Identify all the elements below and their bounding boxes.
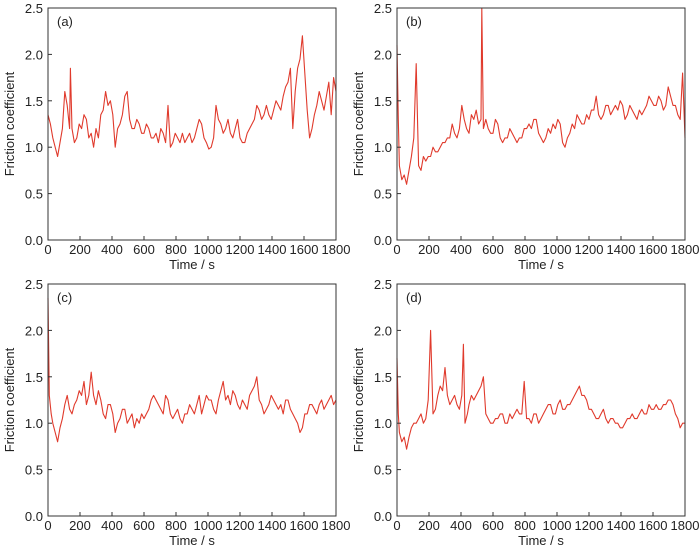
y-axis-title: Friction coefficient bbox=[2, 71, 17, 176]
x-tick-label: 400 bbox=[450, 242, 472, 257]
x-tick-label: 1800 bbox=[671, 518, 700, 533]
y-tick-label: 2.0 bbox=[374, 323, 392, 338]
x-tick-label: 1400 bbox=[258, 518, 287, 533]
x-tick-label: 1600 bbox=[639, 518, 668, 533]
x-tick-label: 200 bbox=[418, 518, 440, 533]
y-tick-label: 2.5 bbox=[374, 1, 392, 16]
x-tick-label: 1200 bbox=[575, 518, 604, 533]
y-tick-label: 1.5 bbox=[25, 94, 43, 109]
y-tick-label: 0.0 bbox=[374, 233, 392, 248]
x-tick-label: 400 bbox=[101, 242, 123, 257]
x-axis-title: Time / s bbox=[518, 257, 564, 272]
plot-frame bbox=[47, 7, 337, 241]
y-tick-label: 2.5 bbox=[374, 277, 392, 292]
x-tick-label: 1200 bbox=[226, 242, 255, 257]
series-line bbox=[396, 7, 686, 185]
x-tick-label: 1600 bbox=[639, 242, 668, 257]
x-tick-label: 1200 bbox=[575, 242, 604, 257]
x-tick-label: 1400 bbox=[607, 242, 636, 257]
y-tick-label: 1.5 bbox=[25, 370, 43, 385]
y-tick-label: 0.5 bbox=[25, 187, 43, 202]
series-line bbox=[47, 35, 337, 158]
panel-label: (b) bbox=[406, 14, 422, 29]
x-tick-label: 1000 bbox=[543, 242, 572, 257]
x-tick-label: 0 bbox=[44, 242, 51, 257]
y-tick-label: 0.5 bbox=[374, 187, 392, 202]
panel-label: (a) bbox=[57, 14, 73, 29]
x-tick-label: 200 bbox=[418, 242, 440, 257]
x-tick-label: 600 bbox=[482, 242, 504, 257]
x-tick-label: 200 bbox=[69, 518, 91, 533]
panel-b: 0 200 400 600 800 1000 1200 1400 1600 1800 0.0 0.5 1… bbox=[351, 1, 699, 272]
y-axis-title: Friction coefficient bbox=[351, 71, 366, 176]
y-tick-label: 0.0 bbox=[374, 509, 392, 524]
y-tick-label: 2.0 bbox=[25, 323, 43, 338]
x-tick-label: 1200 bbox=[226, 518, 255, 533]
x-tick-label: 800 bbox=[165, 242, 187, 257]
panel-c: 0 200 400 600 800 1000 1200 1400 1600 1800 0.0 0.5 1… bbox=[2, 277, 350, 548]
x-tick-label: 200 bbox=[69, 242, 91, 257]
x-tick-label: 600 bbox=[133, 518, 155, 533]
y-axis-title: Friction coefficient bbox=[351, 347, 366, 452]
y-tick-label: 1.0 bbox=[374, 416, 392, 431]
y-tick-label: 1.5 bbox=[374, 94, 392, 109]
x-axis-title: Time / s bbox=[518, 533, 564, 548]
x-tick-label: 0 bbox=[44, 518, 51, 533]
panel-d: 0 200 400 600 800 1000 1200 1400 1600 1800 0.0 0.5 1… bbox=[351, 277, 699, 548]
y-tick-label: 2.5 bbox=[25, 1, 43, 16]
y-tick-label: 1.0 bbox=[25, 140, 43, 155]
x-tick-label: 1400 bbox=[607, 518, 636, 533]
y-tick-label: 1.5 bbox=[374, 370, 392, 385]
x-axis-title: Time / s bbox=[169, 533, 215, 548]
x-tick-label: 400 bbox=[101, 518, 123, 533]
plot-frame bbox=[47, 283, 337, 517]
y-tick-label: 1.0 bbox=[374, 140, 392, 155]
series-line bbox=[396, 329, 685, 450]
panel-label: (d) bbox=[406, 290, 422, 305]
x-tick-label: 1000 bbox=[543, 518, 572, 533]
x-tick-label: 1000 bbox=[194, 242, 223, 257]
x-tick-label: 1600 bbox=[290, 518, 319, 533]
y-axis-title: Friction coefficient bbox=[2, 347, 17, 452]
x-tick-label: 800 bbox=[514, 518, 536, 533]
y-tick-label: 0.5 bbox=[374, 463, 392, 478]
panel-label: (c) bbox=[57, 290, 72, 305]
x-tick-label: 800 bbox=[514, 242, 536, 257]
series-line bbox=[47, 297, 337, 443]
y-tick-label: 2.0 bbox=[25, 47, 43, 62]
x-tick-label: 400 bbox=[450, 518, 472, 533]
x-tick-label: 800 bbox=[165, 518, 187, 533]
x-tick-label: 1600 bbox=[290, 242, 319, 257]
x-tick-label: 1800 bbox=[322, 242, 351, 257]
x-tick-label: 0 bbox=[393, 242, 400, 257]
panel-a: 0 200 400 600 800 1000 1200 1400 1600 1800 0.0 0.5 1… bbox=[2, 1, 350, 272]
x-tick-label: 1000 bbox=[194, 518, 223, 533]
x-tick-label: 0 bbox=[393, 518, 400, 533]
y-tick-label: 2.0 bbox=[374, 47, 392, 62]
y-tick-label: 0.0 bbox=[25, 509, 43, 524]
x-axis-title: Time / s bbox=[169, 257, 215, 272]
x-tick-label: 1800 bbox=[671, 242, 700, 257]
y-tick-label: 1.0 bbox=[25, 416, 43, 431]
x-tick-label: 1400 bbox=[258, 242, 287, 257]
y-tick-label: 2.5 bbox=[25, 277, 43, 292]
x-tick-label: 600 bbox=[482, 518, 504, 533]
x-tick-label: 600 bbox=[133, 242, 155, 257]
y-tick-label: 0.0 bbox=[25, 233, 43, 248]
y-tick-label: 0.5 bbox=[25, 463, 43, 478]
plot-frame bbox=[396, 283, 686, 517]
plot-frame bbox=[396, 7, 686, 241]
x-tick-label: 1800 bbox=[322, 518, 351, 533]
